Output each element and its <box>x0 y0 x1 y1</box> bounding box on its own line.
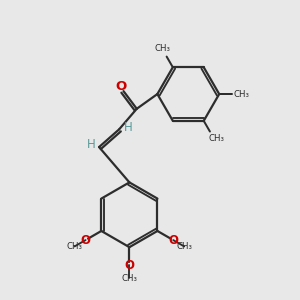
Text: O: O <box>124 259 134 272</box>
Text: O: O <box>80 234 91 247</box>
Text: CH₃: CH₃ <box>208 134 224 143</box>
Text: O: O <box>168 234 178 247</box>
Text: CH₃: CH₃ <box>155 44 171 53</box>
Text: H: H <box>124 121 132 134</box>
Text: CH₃: CH₃ <box>122 274 137 283</box>
Text: CH₃: CH₃ <box>176 242 192 251</box>
Text: CH₃: CH₃ <box>67 242 82 251</box>
Text: H: H <box>86 138 95 151</box>
Text: O: O <box>116 80 127 94</box>
Text: CH₃: CH₃ <box>234 90 250 99</box>
